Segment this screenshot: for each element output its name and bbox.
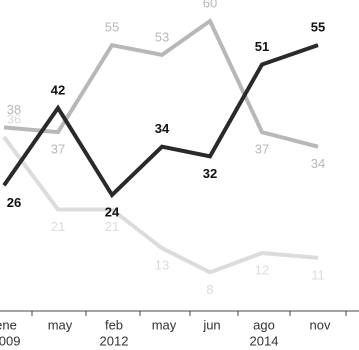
x-tick-label: feb: [105, 317, 123, 332]
data-label: 24: [105, 204, 120, 219]
data-label: 55: [311, 20, 325, 35]
data-label: 13: [155, 258, 169, 273]
x-tick-year: 2009: [0, 333, 20, 348]
x-tick-label: jun: [202, 317, 220, 332]
series-line: [2, 43, 319, 199]
data-label: 38: [7, 102, 21, 117]
data-label: 11: [311, 267, 325, 282]
data-label: 36: [7, 111, 21, 126]
series-line: [2, 135, 319, 275]
data-label: 34: [311, 156, 325, 171]
data-label: 42: [51, 82, 65, 97]
data-label: 8: [206, 282, 213, 297]
x-tick-label: ene: [0, 317, 17, 332]
x-tick-label: may: [152, 317, 177, 332]
x-tick-label: ago: [253, 317, 275, 332]
data-label: 37: [51, 142, 65, 157]
data-label: 37: [255, 142, 269, 157]
x-tick-label: may: [48, 317, 73, 332]
series-line: [3, 17, 319, 149]
data-label: 32: [203, 166, 217, 181]
x-tick-label: nov: [310, 317, 331, 332]
x-tick-year: 2012: [100, 333, 129, 348]
data-label: 21: [105, 219, 119, 234]
data-label: 21: [51, 219, 65, 234]
data-label: 34: [155, 121, 170, 136]
data-label: 55: [105, 20, 119, 35]
data-label: 60: [203, 0, 217, 10]
data-label: 51: [255, 39, 269, 54]
data-label: 53: [155, 29, 169, 44]
x-tick-year: 2014: [250, 333, 279, 348]
data-label: 12: [255, 262, 269, 277]
data-label: 26: [7, 195, 21, 210]
